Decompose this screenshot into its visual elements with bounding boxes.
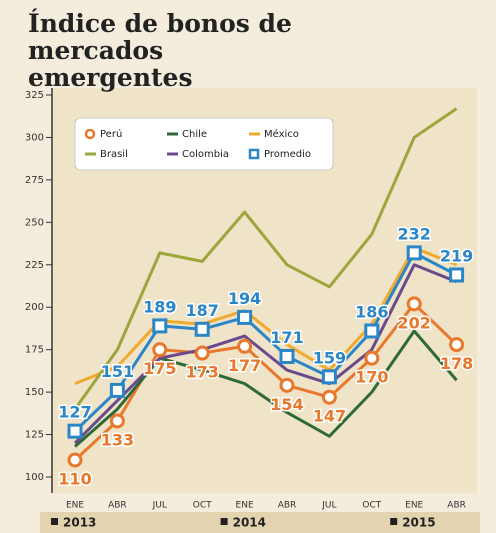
y-tick-label: 250 [25,217,44,228]
point [364,323,380,339]
point [364,350,380,366]
data-label: 175 [143,359,176,378]
point [279,348,295,364]
chart-title: Índice de bonos de mercados emergentes [28,9,292,92]
legend-label: Colombia [182,149,229,160]
year-marker [220,518,228,525]
data-label: 147 [313,407,346,426]
x-tick-label: ENE [66,501,84,511]
y-tick-label: 275 [25,175,44,186]
legend-label: Brasil [100,149,128,160]
legend-label: Chile [182,129,207,140]
series-line [73,107,458,410]
y-tick-label: 200 [25,302,44,313]
data-label: 202 [397,313,430,332]
year-label: 2014 [233,516,266,530]
x-tick-label: JUL [152,501,167,511]
year-marker [51,518,58,525]
x-tick-label: ABR [447,501,466,511]
data-label: 187 [185,301,218,320]
x-tick-label: ABR [108,501,127,511]
point [152,342,168,358]
data-label: 189 [143,297,176,316]
legend-marker [248,148,260,160]
x-tick-label: ENE [236,501,254,511]
x-tick-label: ENE [405,501,423,511]
year-label: 2015 [402,516,435,530]
series-line [73,263,458,445]
point [109,413,125,429]
data-label: 159 [313,348,346,367]
data-label: 177 [228,356,261,375]
year-label: 2013 [63,516,96,530]
data-label: 186 [355,302,388,321]
data-label: 133 [101,430,134,449]
data-label: 110 [58,470,91,489]
series-line [74,329,458,448]
point [67,452,83,468]
legend [74,117,334,171]
point [237,338,253,354]
x-tick-label: OCT [362,501,381,511]
data-label: 194 [228,289,261,308]
legend-label: Promedio [264,149,311,160]
year-marker [390,518,398,525]
y-tick-label: 100 [25,472,44,483]
point [406,245,422,261]
y-tick-label: 150 [25,387,44,398]
data-label: 173 [185,363,218,382]
point [67,423,83,439]
point [321,389,337,405]
y-tick-label: 125 [25,430,44,441]
point [279,377,295,393]
data-label: 219 [440,246,473,265]
y-tick-label: 325 [25,90,44,101]
data-label: 154 [270,395,303,414]
x-tick-label: JUL [321,501,336,511]
series-line [73,251,458,433]
year-band [40,512,480,533]
point [449,267,465,283]
y-tick-label: 175 [25,345,44,356]
y-tick-label: 225 [25,260,44,271]
data-label: 151 [101,362,134,381]
legend-marker [84,128,96,140]
data-label: 171 [270,328,303,347]
legend-label: México [264,128,299,140]
x-tick-label: OCT [193,501,212,511]
data-label: 170 [355,368,388,387]
point [406,296,422,312]
point [152,318,168,334]
y-tick-label: 300 [25,132,44,143]
point [109,382,125,398]
point [449,337,465,353]
x-tick-label: ABR [278,501,297,511]
data-label: 127 [58,403,91,422]
data-label: 232 [397,224,430,243]
point [237,309,253,325]
point [194,321,210,337]
data-label: 178 [440,354,473,373]
point [321,369,337,385]
point [194,345,210,361]
legend-label: Perú [100,128,122,140]
series-line [74,246,458,386]
